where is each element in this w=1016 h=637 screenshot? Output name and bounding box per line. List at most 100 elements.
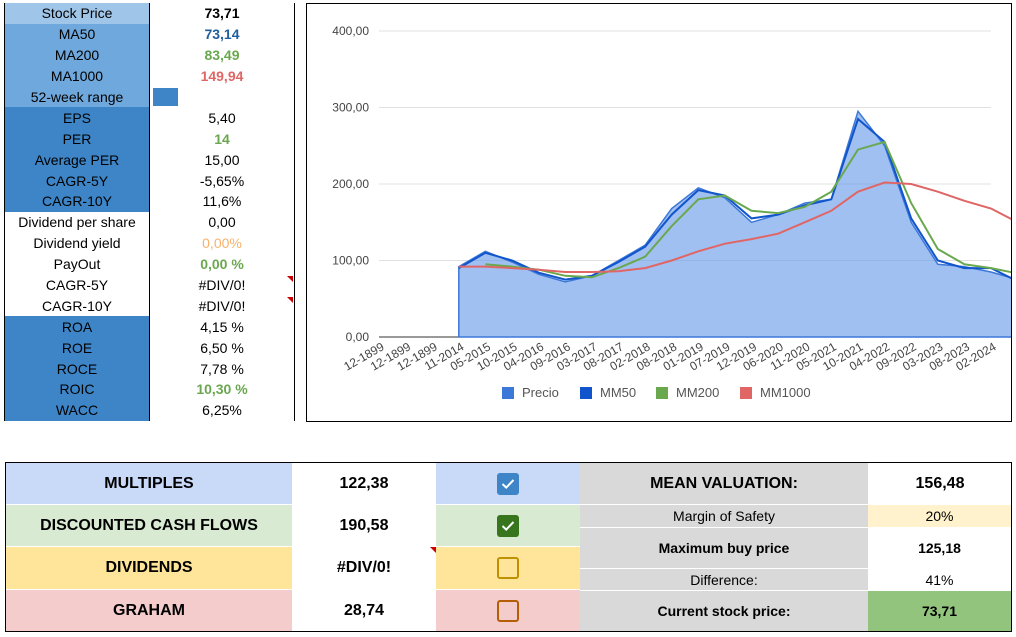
checkbox-unchecked-icon[interactable] [497, 557, 519, 579]
ma50-value[interactable]: 73,14 [149, 23, 295, 45]
legend-label: MM1000 [760, 385, 811, 400]
current-price-label: Current stock price: [657, 603, 791, 619]
ma200-label: MA200 [4, 44, 150, 66]
y-tick-label: 400,00 [332, 24, 369, 38]
legend-label: MM50 [600, 385, 636, 400]
valuation-table: MULTIPLES 122,38 DISCOUNTED CASH FLOWS 190,… [5, 462, 1012, 632]
method-row-dcf: DISCOUNTED CASH FLOWS 190,58 [6, 505, 580, 546]
y-tick-label: 100,00 [332, 254, 369, 268]
method-label: DIVIDENDS [6, 547, 292, 589]
checkbox-checked-icon[interactable] [497, 514, 519, 537]
comment-marker[interactable] [287, 297, 293, 303]
difference-label: Difference: [690, 571, 758, 588]
method-checkbox-cell [436, 505, 580, 546]
stock-price-value[interactable]: 73,71 [149, 3, 295, 24]
eps-label: EPS [4, 107, 150, 129]
margin-of-safety-label: Margin of Safety [673, 508, 775, 524]
row-stock-price: Stock Price 73,71 [4, 3, 295, 24]
range52-label: 52-week range [4, 86, 150, 108]
row-eps: EPS 5,40 [4, 107, 295, 129]
current-price-value[interactable]: 73,71 [868, 591, 1011, 631]
roic-value[interactable]: 10,30 % [149, 379, 295, 400]
method-value[interactable]: #DIV/0! [292, 547, 436, 589]
roa-label: ROA [4, 316, 150, 338]
row-cagr10: CAGR-10Y 11,6% [4, 191, 295, 212]
method-value[interactable]: 122,38 [292, 463, 436, 504]
series-line-mm1000 [458, 181, 1011, 273]
y-tick-label: 200,00 [332, 177, 369, 191]
valuation-summary: MEAN VALUATION: 156,48 Margin of Safety … [580, 463, 1011, 631]
method-value[interactable]: 28,74 [292, 590, 436, 631]
method-checkbox-cell [436, 590, 580, 631]
ma1000-value[interactable]: 149,94 [149, 65, 295, 87]
ma200-value[interactable]: 83,49 [149, 44, 295, 66]
comment-marker[interactable] [287, 276, 293, 282]
mean-valuation-row: MEAN VALUATION: 156,48 [580, 463, 1011, 504]
mean-valuation-value[interactable]: 156,48 [868, 463, 1011, 504]
metrics-table: Stock Price 73,71 MA50 73,14 MA200 83,49… [4, 3, 295, 421]
checkbox-checked-icon[interactable] [497, 472, 519, 495]
series-area-precio [458, 109, 1011, 338]
checkbox-unchecked-icon[interactable] [497, 599, 519, 622]
method-row-graham: GRAHAM 28,74 [6, 590, 580, 631]
roce-value[interactable]: 7,78 % [149, 358, 295, 380]
cagr10-value[interactable]: 11,6% [149, 191, 295, 212]
row-div-cagr10: CAGR-10Y #DIV/0! [4, 295, 295, 317]
max-buy-value[interactable]: 125,18 [868, 528, 1011, 568]
margin-of-safety-value[interactable]: 20% [868, 505, 1011, 527]
row-ma50: MA50 73,14 [4, 23, 295, 45]
comment-marker[interactable] [430, 547, 436, 553]
legend-swatch [580, 387, 592, 399]
difference-row: Difference: 41% [580, 569, 1011, 590]
cagr5-value[interactable]: -5,65% [149, 170, 295, 192]
div-cagr5-value[interactable]: #DIV/0! [149, 274, 295, 296]
row-dps: Dividend per share 0,00 [4, 211, 295, 233]
legend-label: Precio [522, 385, 559, 400]
range52-value[interactable] [149, 86, 295, 108]
dps-value[interactable]: 0,00 [149, 211, 295, 233]
row-per: PER 14 [4, 128, 295, 150]
div-cagr10-value[interactable]: #DIV/0! [149, 295, 295, 317]
row-roe: ROE 6,50 % [4, 337, 295, 359]
wacc-value[interactable]: 6,25% [149, 399, 295, 421]
eps-value[interactable]: 5,40 [149, 107, 295, 129]
cagr5-label: CAGR-5Y [4, 170, 150, 192]
current-price-row: Current stock price: 73,71 [580, 591, 1011, 631]
per-value[interactable]: 14 [149, 128, 295, 150]
roe-value[interactable]: 6,50 % [149, 337, 295, 359]
dps-label: Dividend per share [4, 211, 150, 233]
row-roce: ROCE 7,78 % [4, 358, 295, 380]
div-cagr10-label: CAGR-10Y [4, 295, 150, 317]
avg-per-label: Average PER [4, 149, 150, 171]
wacc-label: WACC [4, 399, 150, 421]
method-label: MULTIPLES [6, 463, 292, 504]
range52-bar [153, 88, 178, 106]
row-ma1000: MA1000 149,94 [4, 65, 295, 87]
legend-swatch [740, 387, 752, 399]
method-value[interactable]: 190,58 [292, 505, 436, 546]
method-label: GRAHAM [6, 590, 292, 631]
mean-valuation-label: MEAN VALUATION: [650, 474, 798, 492]
y-tick-label: 300,00 [332, 101, 369, 115]
price-chart: 0,00 100,00 200,00 300,00 400,00 12-1899 12-18… [306, 3, 1012, 422]
legend-swatch [502, 387, 514, 399]
payout-value[interactable]: 0,00 % [149, 253, 295, 275]
row-div-yield: Dividend yield 0,00% [4, 232, 295, 254]
payout-label: PayOut [4, 253, 150, 275]
div-yield-value[interactable]: 0,00% [149, 232, 295, 254]
div-yield-label: Dividend yield [4, 232, 150, 254]
difference-value[interactable]: 41% [868, 569, 1011, 590]
legend-label: MM200 [676, 385, 719, 400]
roa-value[interactable]: 4,15 % [149, 316, 295, 338]
row-cagr5: CAGR-5Y -5,65% [4, 170, 295, 192]
avg-per-value[interactable]: 15,00 [149, 149, 295, 171]
max-buy-row: Maximum buy price 125,18 [580, 528, 1011, 568]
margin-of-safety-row: Margin of Safety 20% [580, 505, 1011, 527]
stock-price-label: Stock Price [4, 3, 150, 24]
roce-label: ROCE [4, 358, 150, 380]
roic-label: ROIC [4, 379, 150, 400]
row-div-cagr5: CAGR-5Y #DIV/0! [4, 274, 295, 296]
y-tick-label: 0,00 [346, 330, 370, 344]
max-buy-label: Maximum buy price [658, 540, 790, 556]
series-line-mm200 [485, 140, 1011, 279]
